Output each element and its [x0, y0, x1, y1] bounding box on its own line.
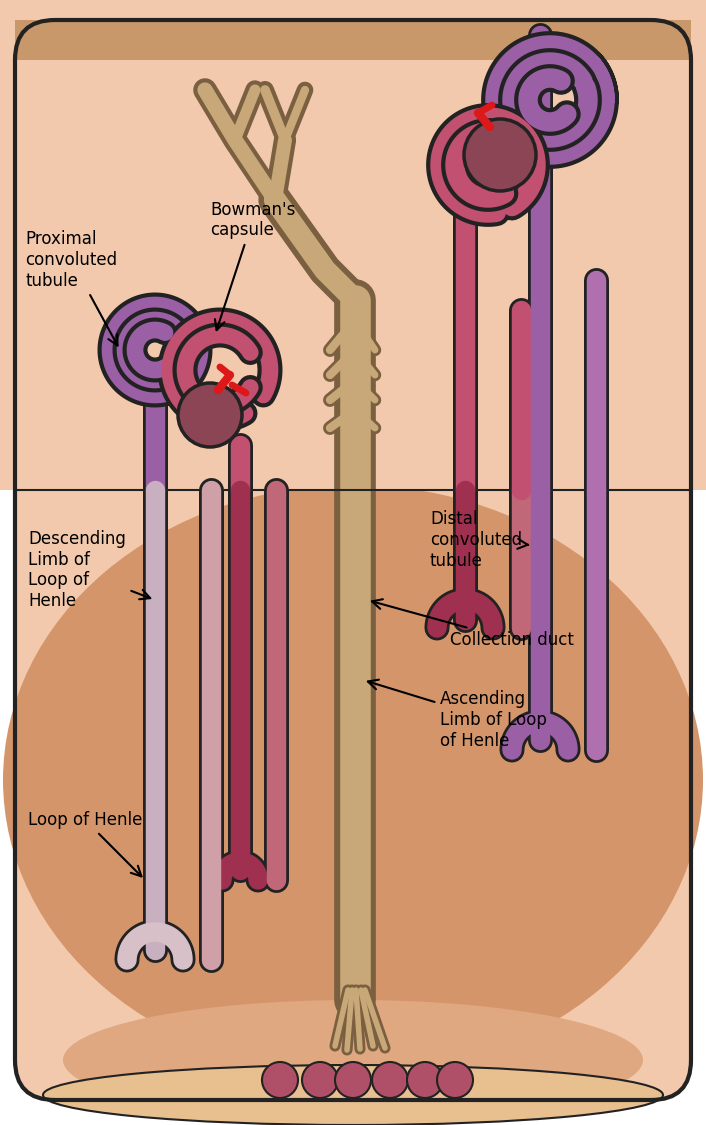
Text: Loop of Henle: Loop of Henle — [28, 811, 143, 876]
Text: Distal
convoluted
tubule: Distal convoluted tubule — [430, 511, 528, 569]
FancyBboxPatch shape — [15, 20, 691, 1100]
Ellipse shape — [63, 1000, 643, 1120]
Circle shape — [437, 1062, 473, 1098]
Circle shape — [262, 1062, 298, 1098]
Polygon shape — [0, 0, 706, 490]
Text: Collection duct: Collection duct — [372, 600, 574, 649]
Polygon shape — [15, 20, 691, 60]
Ellipse shape — [43, 1065, 663, 1125]
Text: Ascending
Limb of Loop
of Henle: Ascending Limb of Loop of Henle — [368, 680, 547, 749]
Circle shape — [407, 1062, 443, 1098]
Circle shape — [178, 382, 242, 447]
Circle shape — [302, 1062, 338, 1098]
Text: Proximal
convoluted
tubule: Proximal convoluted tubule — [25, 231, 118, 345]
Text: Bowman's
capsule: Bowman's capsule — [210, 200, 295, 330]
Ellipse shape — [3, 485, 703, 1076]
Circle shape — [335, 1062, 371, 1098]
Circle shape — [464, 119, 536, 191]
Polygon shape — [15, 20, 691, 60]
Circle shape — [372, 1062, 408, 1098]
Text: Descending
Limb of
Loop of
Henle: Descending Limb of Loop of Henle — [28, 530, 150, 610]
